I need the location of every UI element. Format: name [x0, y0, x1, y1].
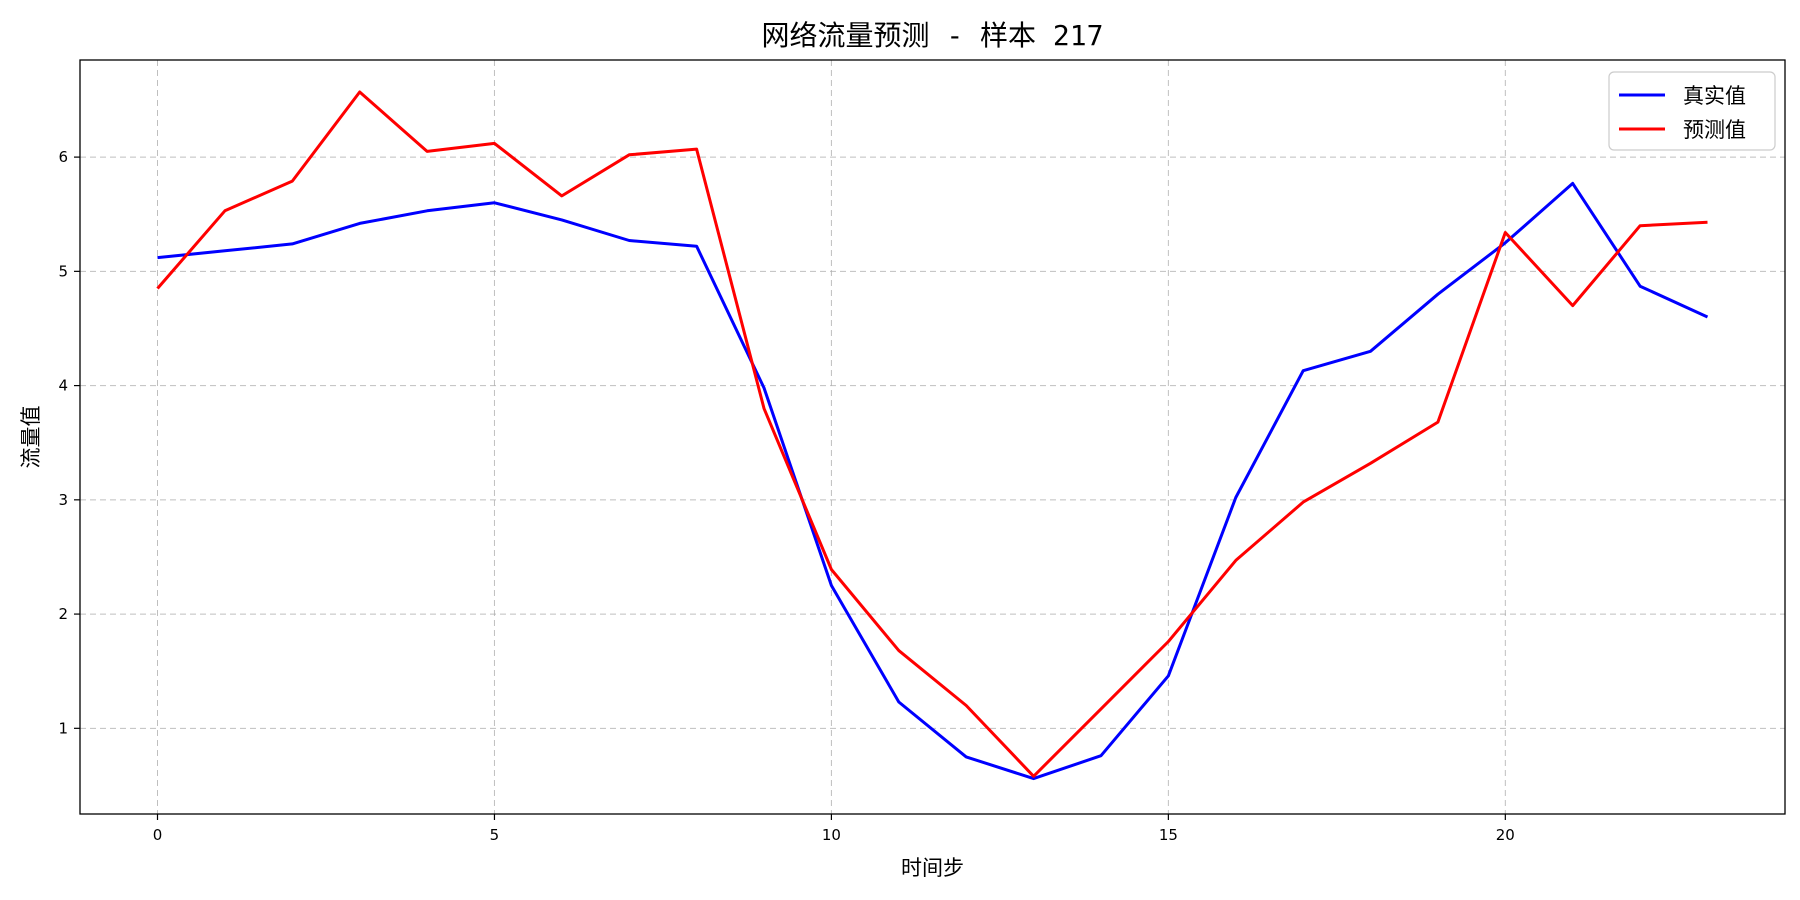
- y-tick-label: 5: [58, 262, 68, 280]
- y-tick-label: 1: [58, 719, 68, 737]
- y-tick-label: 6: [58, 148, 68, 166]
- series-line-predicted: [156, 90, 1708, 778]
- x-tick-label: 15: [1159, 826, 1178, 844]
- y-tick-label: 3: [58, 491, 68, 509]
- y-axis-ticks: 1 2 3 4 5 6: [58, 148, 80, 737]
- y-axis-label: 流量值: [19, 406, 43, 469]
- x-tick-label: 20: [1496, 826, 1515, 844]
- plot-frame: [79, 59, 1786, 815]
- chart-title: 网络流量预测 - 样本 217: [761, 19, 1103, 52]
- y-tick-label: 4: [58, 377, 68, 395]
- x-tick-label: 5: [490, 826, 500, 844]
- y-tick-label: 2: [58, 605, 68, 623]
- series-lines: [156, 90, 1709, 781]
- x-tick-label: 0: [153, 826, 163, 844]
- legend-label: 预测值: [1683, 118, 1746, 142]
- x-tick-label: 10: [822, 826, 841, 844]
- x-axis-ticks: 0 5 10 15 20: [153, 814, 1515, 844]
- series-line-actual: [157, 181, 1709, 781]
- legend-label: 真实值: [1683, 84, 1746, 108]
- x-axis-label: 时间步: [901, 856, 964, 880]
